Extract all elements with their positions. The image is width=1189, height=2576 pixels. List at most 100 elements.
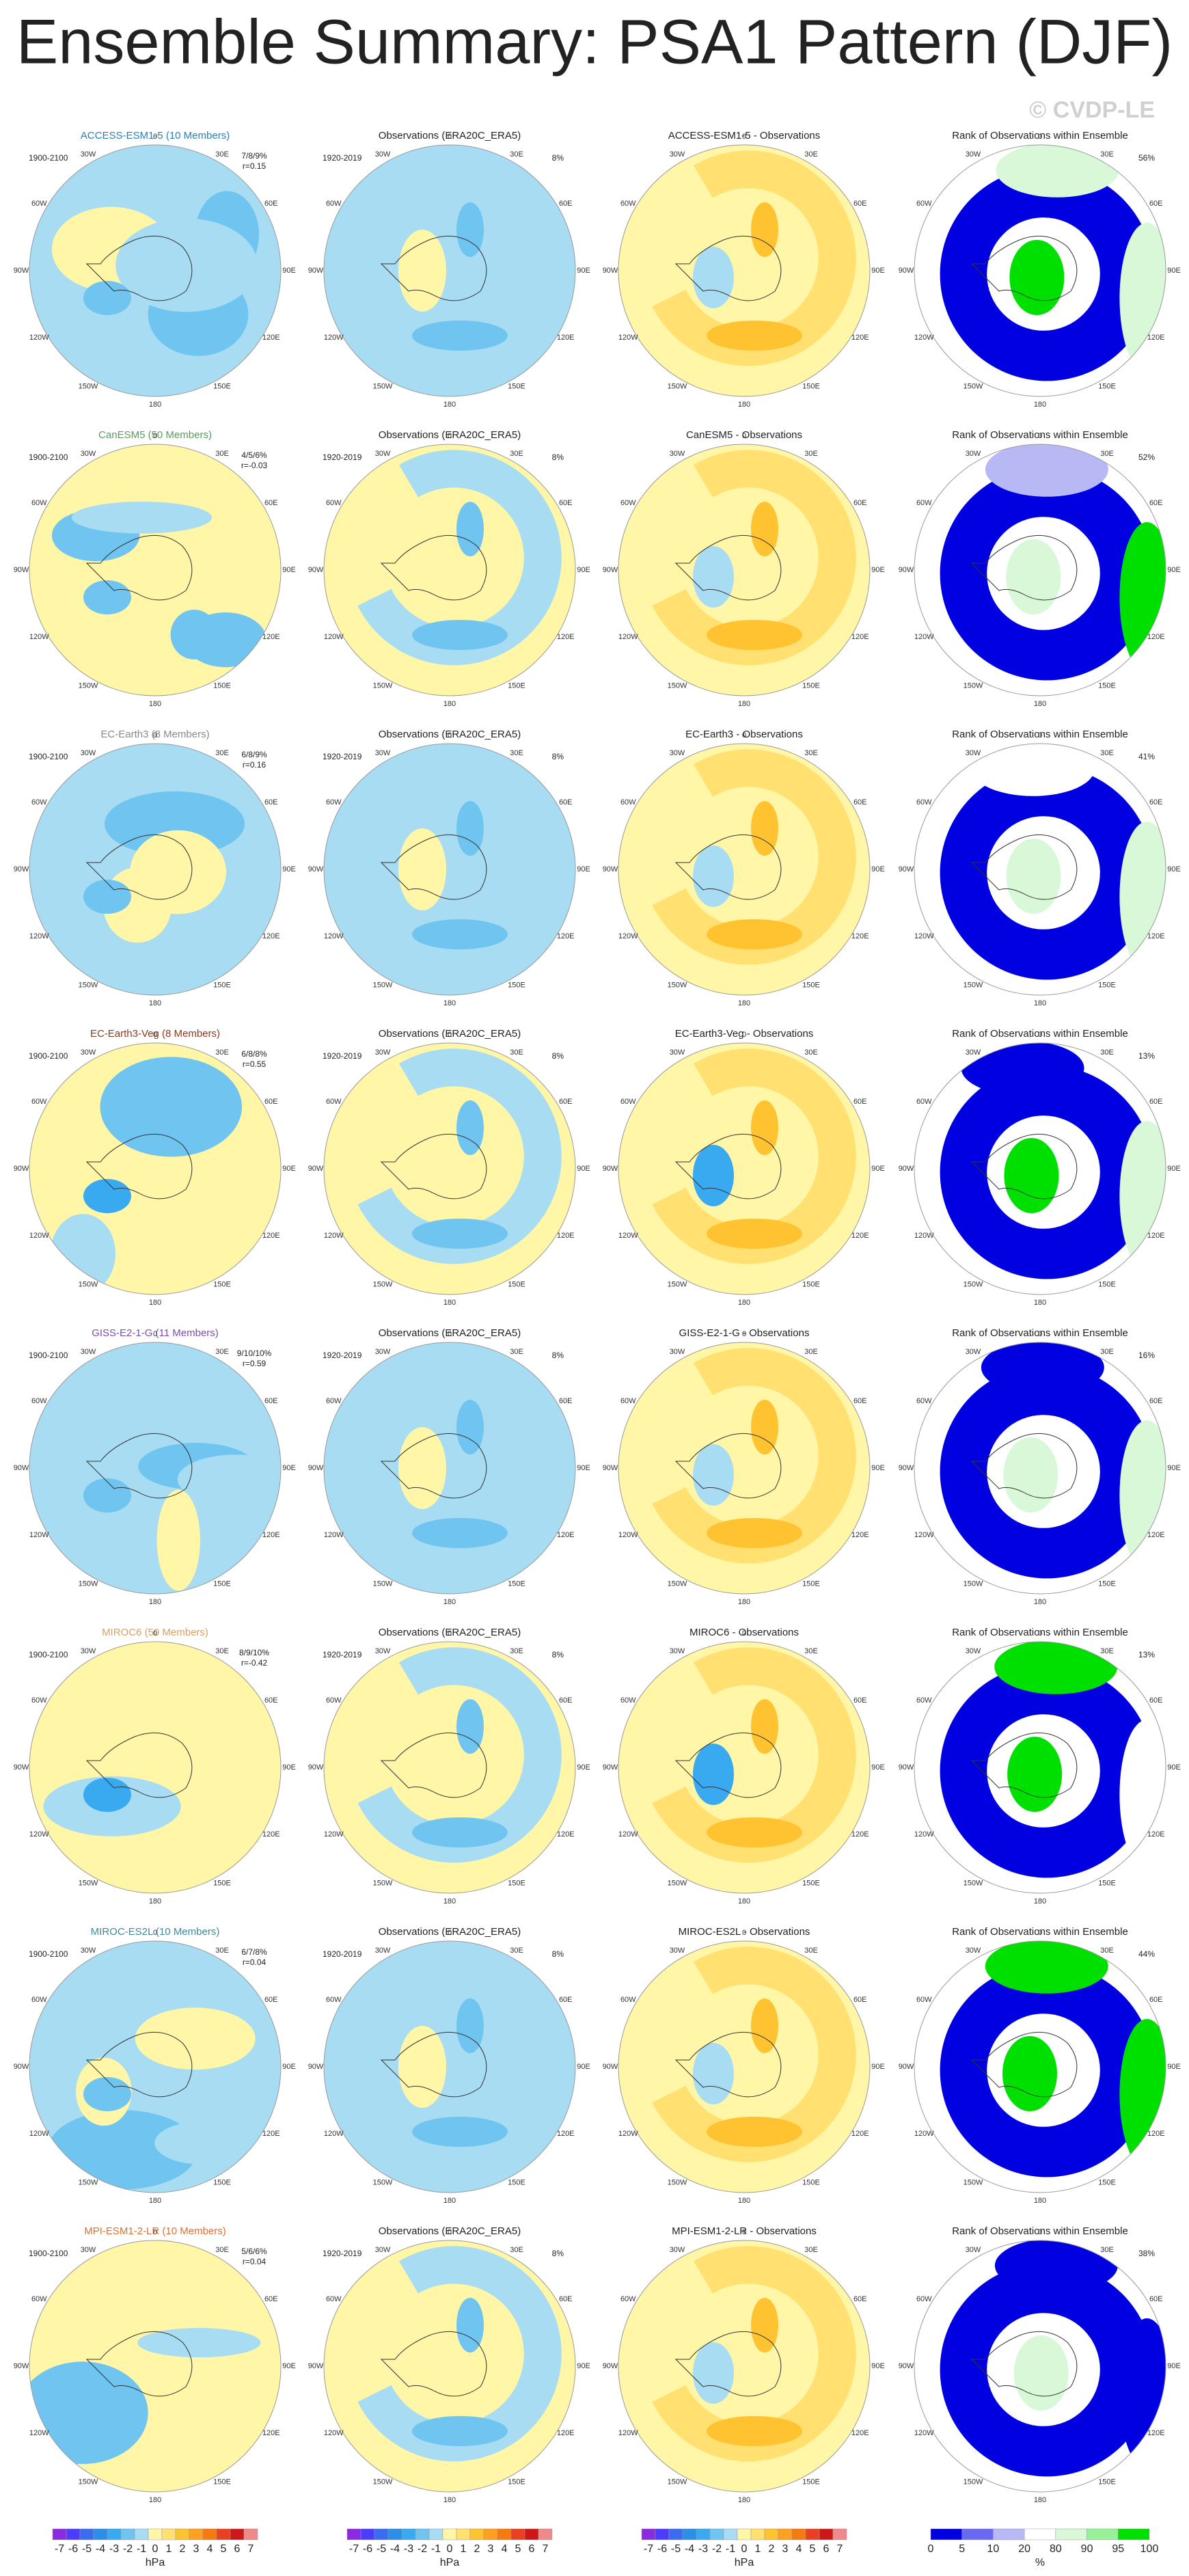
contour <box>398 1128 446 1210</box>
rank-pct: 13% <box>1138 1051 1155 1061</box>
rank-region <box>985 444 1108 497</box>
contour <box>412 1518 508 1548</box>
longitude-label: 60W <box>916 1696 932 1705</box>
longitude-label: 150E <box>508 981 525 990</box>
longitude-label: 180 <box>738 2496 750 2504</box>
colorbar-swatch <box>750 2528 765 2540</box>
colorbar-swatch <box>961 2528 994 2540</box>
map <box>618 145 870 396</box>
contour <box>135 2007 256 2070</box>
coastline <box>970 834 1078 900</box>
longitude-label: 90E <box>871 1464 885 1472</box>
colorbar-tick-label: 3 <box>488 2543 494 2555</box>
obs-period: 1920-2019 <box>323 752 362 761</box>
contour <box>100 1057 242 1157</box>
rank-region <box>1002 2036 1057 2111</box>
longitude-label: 180 <box>738 2197 750 2205</box>
longitude-label: 150E <box>1098 682 1116 690</box>
map <box>914 1043 1166 1294</box>
longitude-label: 30E <box>510 1947 523 1955</box>
colorbar-tick-label: 80 <box>1050 2543 1062 2555</box>
longitude-label: 120E <box>262 2130 280 2138</box>
longitude-label: 90E <box>577 2362 590 2370</box>
longitude-label: 0 <box>742 1330 746 1338</box>
longitude-label: 60E <box>559 2295 573 2303</box>
contour <box>398 1427 446 1509</box>
contour <box>398 529 446 611</box>
longitude-label: 0 <box>448 731 452 740</box>
longitude-label: 150E <box>802 682 820 690</box>
longitude-label: 150W <box>964 2478 983 2486</box>
longitude-label: 30E <box>510 1348 523 1356</box>
longitude-label: 90E <box>282 1464 296 1472</box>
longitude-label: 150E <box>213 981 231 990</box>
colorbar-tick-label: -3 <box>404 2543 413 2555</box>
colorbar-tick-label: 4 <box>207 2543 213 2555</box>
longitude-label: 30W <box>966 1348 981 1356</box>
longitude-label: 60W <box>31 1397 47 1405</box>
colorbar-tick-label: -4 <box>685 2543 694 2555</box>
longitude-label: 90E <box>282 2063 296 2071</box>
model-title: CanESM5 (50 Members) <box>98 429 212 441</box>
pct-label: 4/5/6% <box>241 450 267 460</box>
longitude-label: 0 <box>153 1330 157 1338</box>
obs-period: 1920-2019 <box>323 2249 362 2258</box>
longitude-label: 0 <box>153 432 157 440</box>
colorbar-tick-label: -2 <box>712 2543 722 2555</box>
coastline <box>674 2331 782 2397</box>
colorbar-swatch <box>930 2528 962 2540</box>
obs-pct: 8% <box>552 1351 564 1360</box>
longitude-label: 60E <box>1149 1696 1163 1705</box>
colorbar-swatch <box>93 2528 108 2540</box>
longitude-label: 150E <box>802 981 820 990</box>
colorbar-tick-label: -1 <box>726 2543 735 2555</box>
longitude-label: 180 <box>443 2197 456 2205</box>
contour <box>693 1744 734 1805</box>
longitude-label: 180 <box>738 1299 750 1307</box>
longitude-label: 150E <box>802 383 820 391</box>
r-label: r=0.59 <box>243 1359 266 1368</box>
longitude-label: 60W <box>620 1397 636 1405</box>
longitude-label: 60W <box>620 798 636 806</box>
model-period: 1900-2100 <box>29 153 68 163</box>
colorbar-swatch <box>415 2528 430 2540</box>
longitude-label: 30W <box>670 150 685 159</box>
longitude-label: 150E <box>213 2478 231 2486</box>
longitude-label: 150E <box>508 383 525 391</box>
r-label: r=0.16 <box>243 760 266 770</box>
colorbar-tick-label: -3 <box>698 2543 708 2555</box>
colorbar-tick-label: 0 <box>152 2543 159 2555</box>
longitude-label: 60W <box>31 1996 47 2004</box>
longitude-label: 150W <box>964 2179 983 2187</box>
longitude-label: 30E <box>215 1647 229 1655</box>
longitude-label: 30W <box>375 2246 391 2254</box>
longitude-label: 150W <box>373 682 393 690</box>
longitude-label: 180 <box>1034 999 1046 1007</box>
longitude-label: 90E <box>871 2063 885 2071</box>
longitude-label: 180 <box>1034 1598 1046 1606</box>
longitude-label: 30E <box>215 2246 229 2254</box>
contour <box>71 501 213 534</box>
r-label: r=0.55 <box>243 1059 266 1069</box>
pct-label: 5/6/6% <box>241 2247 267 2256</box>
longitude-label: 120W <box>618 633 638 641</box>
contour <box>83 2376 131 2411</box>
longitude-label: 60W <box>916 200 932 208</box>
longitude-label: 120W <box>324 1232 344 1240</box>
longitude-label: 90W <box>899 2063 914 2071</box>
longitude-label: 120W <box>618 334 638 342</box>
longitude-label: 60W <box>31 798 47 806</box>
longitude-label: 60W <box>31 1696 47 1705</box>
contour <box>412 1817 508 1847</box>
longitude-label: 0 <box>1038 1031 1042 1039</box>
contour <box>751 2298 778 2353</box>
colorbar-swatch <box>230 2528 245 2540</box>
longitude-label: 60W <box>326 1397 342 1405</box>
contour <box>707 620 802 650</box>
longitude-label: 60E <box>853 1696 867 1705</box>
map-border <box>914 1042 1166 1295</box>
rank-title: Rank of Observations within Ensemble <box>952 729 1128 740</box>
longitude-label: 60E <box>853 798 867 806</box>
rank-title: Rank of Observations within Ensemble <box>952 1627 1128 1638</box>
contour <box>398 1726 446 1808</box>
